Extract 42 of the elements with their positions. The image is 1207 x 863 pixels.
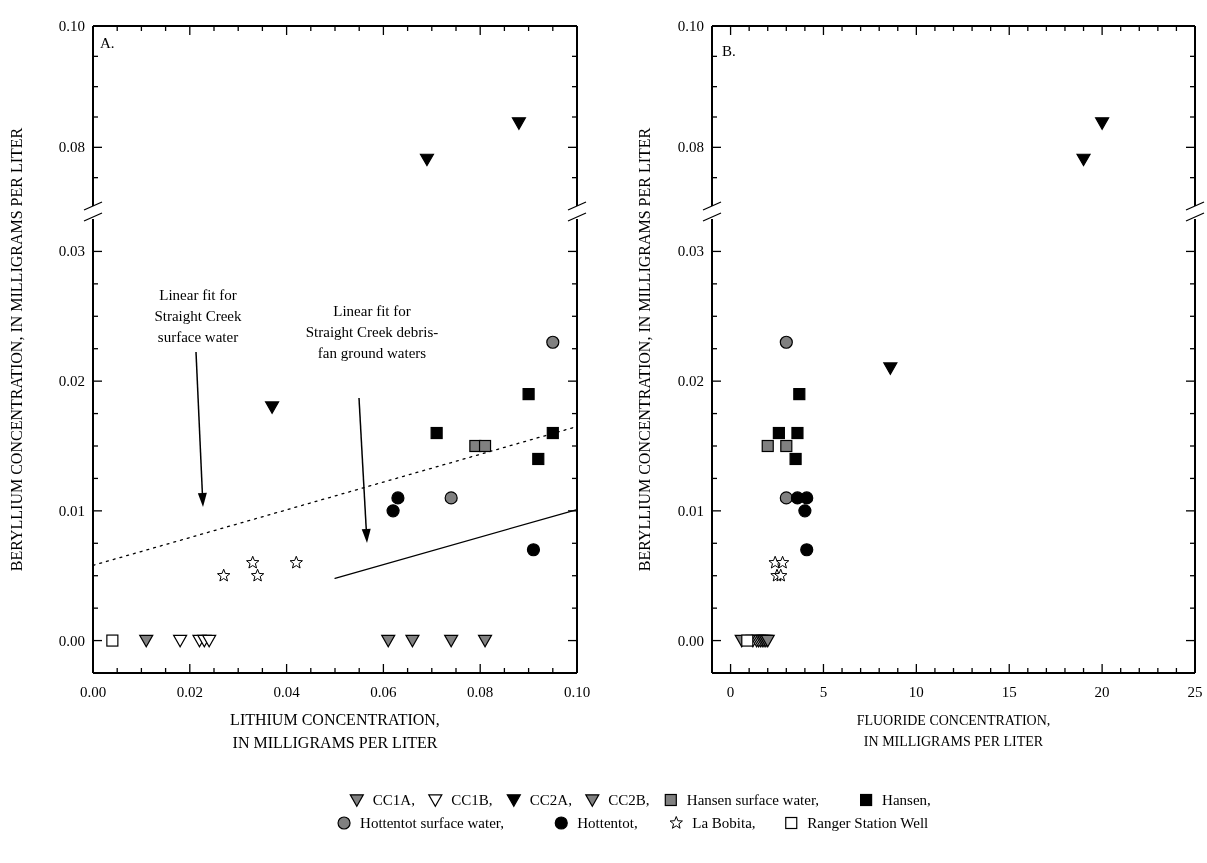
legend-label: Hansen surface water, xyxy=(686,792,820,808)
x-tick-label: 0.02 xyxy=(176,684,203,700)
y-tick-label: 0.10 xyxy=(677,18,704,34)
annotation: Linear fit for Straight Creek surface water xyxy=(154,287,243,345)
y-tick-label: 0.00 xyxy=(58,632,85,649)
legend-label: Hottentot, xyxy=(577,815,638,831)
legend-label: La Bobita, xyxy=(692,815,756,831)
legend-label: CC2B, xyxy=(608,792,650,808)
y-tick-label: 0.08 xyxy=(58,139,85,156)
y-tick-label: 0.00 xyxy=(677,632,704,649)
x-tick-label: 0.10 xyxy=(563,684,591,700)
x-axis-title: FLUORIDE CONCENTRATION, IN MILLIGRAMS PER LITER xyxy=(856,713,1051,749)
legend-label: Hottentot surface water, xyxy=(360,815,504,831)
annotation: Linear fit for Straight Creek debris- fan ground waters xyxy=(305,303,439,361)
x-tick-label: 0.04 xyxy=(273,684,301,700)
x-tick-label: 5 xyxy=(819,684,828,700)
legend-label: CC1A, xyxy=(372,792,415,808)
y-tick-label: 0.08 xyxy=(677,139,704,156)
legend-label: CC1B, xyxy=(451,792,493,808)
legend-label: CC2A, xyxy=(529,792,572,808)
annotation: A. xyxy=(100,35,115,51)
y-axis-title: BERYLLIUM CONCENTRATION, IN MILLIGRAMS PER LITER xyxy=(8,127,25,572)
y-tick-label: 0.01 xyxy=(677,502,704,519)
x-axis-title: LITHIUM CONCENTRATION, IN MILLIGRAMS PER LITER xyxy=(230,711,440,751)
y-tick-label: 0.02 xyxy=(58,373,85,390)
x-tick-label: 0.06 xyxy=(370,684,398,700)
x-tick-label: 0.08 xyxy=(467,684,494,700)
y-tick-label: 0.03 xyxy=(677,243,704,260)
y-tick-label: 0.02 xyxy=(677,373,704,390)
y-tick-label: 0.01 xyxy=(58,502,85,519)
x-tick-label: 20 xyxy=(1094,684,1110,700)
y-axis-title: BERYLLIUM CONCENTRATION, IN MILLIGRAMS PER LITER xyxy=(636,127,653,572)
legend-label: Ranger Station Well xyxy=(807,815,929,831)
x-tick-label: 10 xyxy=(908,684,924,700)
y-tick-label: 0.03 xyxy=(58,243,85,260)
x-tick-label: 25 xyxy=(1187,684,1203,700)
x-tick-label: 0 xyxy=(726,684,735,700)
x-tick-label: 0.00 xyxy=(79,684,107,700)
y-tick-label: 0.10 xyxy=(58,18,85,34)
annotation: B. xyxy=(722,43,736,59)
x-tick-label: 15 xyxy=(1001,684,1017,700)
legend-label: Hansen, xyxy=(882,792,931,808)
